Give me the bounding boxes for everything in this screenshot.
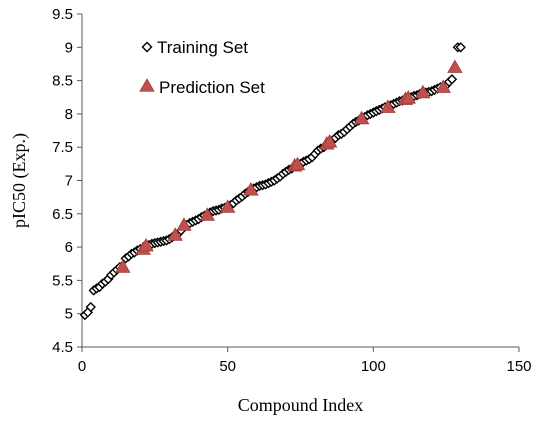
y-tick-label: 7.5 [52, 139, 73, 156]
x-tick-label: 50 [219, 358, 236, 375]
y-tick-label: 7 [65, 173, 73, 190]
legend-item-training: Training Set [141, 38, 248, 57]
legend-marker-prediction [139, 78, 155, 92]
y-tick-label: 9.5 [52, 6, 73, 23]
legend-label-training: Training Set [157, 38, 248, 57]
x-ticks: 0 50 100 150 [78, 347, 532, 375]
prediction-point [167, 227, 183, 241]
data-points [79, 42, 466, 321]
x-tick-label: 100 [361, 358, 386, 375]
prediction-point [199, 207, 215, 221]
legend-label-prediction: Prediction Set [159, 78, 265, 97]
series-prediction-set [115, 59, 463, 273]
prediction-point [321, 134, 338, 148]
prediction-point [435, 79, 451, 93]
prediction-point [380, 99, 396, 113]
y-tick-label: 5 [65, 306, 73, 323]
prediction-point [289, 156, 306, 171]
y-tick-label: 6.5 [52, 206, 73, 223]
y-tick-label: 9 [65, 39, 73, 56]
series-training-set [79, 42, 466, 321]
prediction-point [176, 217, 192, 231]
training-point [85, 301, 96, 313]
x-tick-label: 0 [78, 358, 86, 375]
y-tick-label: 4.5 [52, 339, 73, 356]
prediction-point [353, 110, 370, 125]
legend-marker-training [141, 41, 153, 53]
prediction-point [447, 59, 463, 73]
prediction-point [243, 182, 259, 196]
prediction-point [400, 90, 416, 104]
y-axis-title: pIC50 (Exp.) [9, 133, 30, 228]
y-tick-label: 8.5 [52, 73, 73, 90]
legend-item-prediction: Prediction Set [139, 78, 265, 97]
prediction-point [138, 237, 154, 252]
prediction-point [219, 199, 236, 213]
legend: Training Set Prediction Set [139, 38, 265, 97]
y-tick-label: 5.5 [52, 272, 73, 289]
prediction-point [415, 84, 431, 99]
y-tick-label: 8 [65, 106, 73, 123]
x-tick-label: 150 [506, 358, 531, 375]
prediction-point [115, 259, 131, 273]
x-axis-title: Compound Index [238, 395, 364, 415]
y-tick-label: 6 [65, 239, 73, 256]
training-point [455, 42, 466, 53]
training-point [446, 74, 458, 85]
y-ticks: 4.5 5 5.5 6 6.5 7 7.5 8 8.5 9 9.5 [52, 6, 82, 356]
